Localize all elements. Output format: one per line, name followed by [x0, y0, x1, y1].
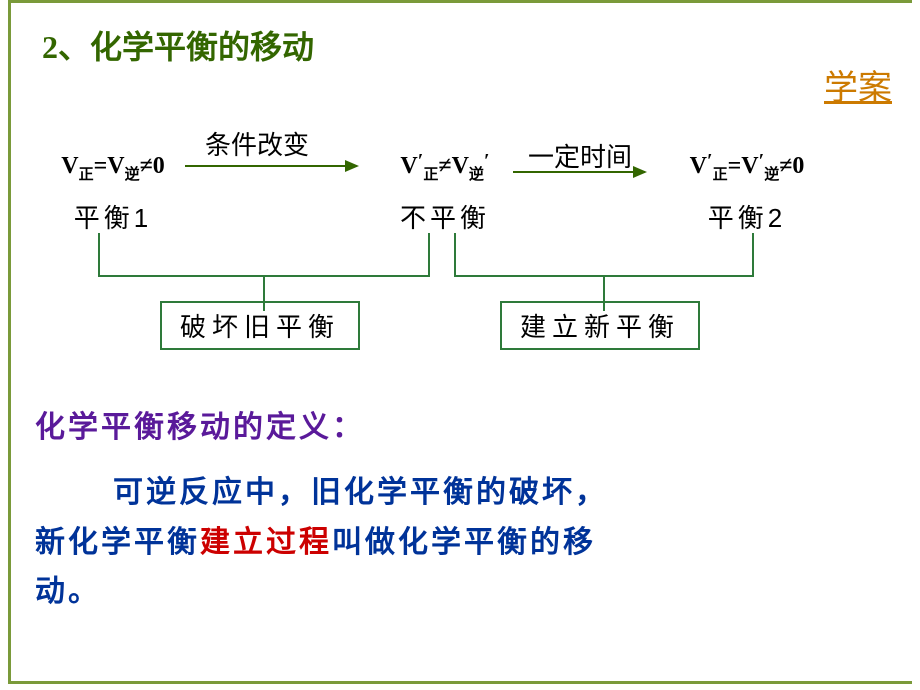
stage-2-label: 不平衡: [365, 198, 525, 235]
def-highlight: 建立过程: [200, 526, 332, 559]
stage-1-formula: V正=V逆≠0: [28, 153, 198, 184]
def-line3: 动。: [35, 575, 101, 608]
stage-3-formula: V′正=V′逆≠0: [652, 153, 842, 184]
stage-2: V′正≠V逆′ 不平衡: [365, 153, 525, 235]
section-title: 2、化学平衡的移动: [42, 22, 314, 68]
stage-3: V′正=V′逆≠0 平衡2: [652, 153, 842, 235]
arrow-1: [185, 165, 357, 167]
frame-bottom: [8, 681, 912, 684]
box-2: 建立新平衡: [500, 301, 700, 350]
stage-1-label: 平衡1: [28, 198, 198, 235]
def-line2-pre: 新化学平衡: [35, 526, 200, 559]
def-line1: 可逆反应中，旧化学平衡的破坏，: [113, 476, 608, 509]
stage-1: V正=V逆≠0 平衡1: [28, 153, 198, 235]
stage-3-label: 平衡2: [652, 198, 842, 235]
bracket-1: [98, 233, 430, 277]
arrow-2-label: 一定时间: [528, 137, 632, 174]
definition-body: 可逆反应中，旧化学平衡的破坏， 新化学平衡建立过程叫做化学平衡的移 动。: [35, 468, 880, 617]
arrow-1-label: 条件改变: [205, 125, 309, 162]
def-line2-post: 叫做化学平衡的移: [332, 526, 596, 559]
stage-2-formula: V′正≠V逆′: [365, 153, 525, 184]
definition-title: 化学平衡移动的定义：: [35, 402, 365, 446]
bracket-2: [454, 233, 754, 277]
frame-top: [8, 0, 912, 3]
xuean-link[interactable]: 学案: [824, 60, 892, 109]
equilibrium-diagram: V正=V逆≠0 平衡1 V′正≠V逆′ 不平衡 V′正=V′逆≠0 平衡2 条件…: [0, 105, 920, 345]
box-1: 破坏旧平衡: [160, 301, 360, 350]
